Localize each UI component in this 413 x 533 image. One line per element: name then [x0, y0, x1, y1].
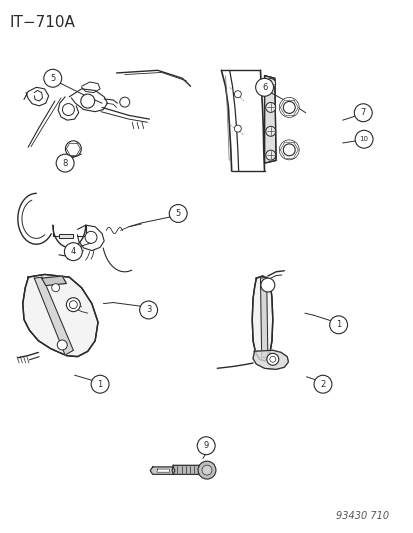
Circle shape — [81, 94, 95, 108]
Circle shape — [44, 69, 62, 87]
Circle shape — [139, 301, 157, 319]
Text: 1: 1 — [335, 320, 340, 329]
Circle shape — [62, 103, 74, 116]
Text: 3: 3 — [145, 305, 151, 314]
Circle shape — [197, 437, 215, 455]
Circle shape — [52, 284, 59, 292]
Circle shape — [66, 298, 80, 312]
Circle shape — [282, 101, 294, 114]
Circle shape — [265, 78, 275, 88]
Polygon shape — [34, 277, 73, 355]
Text: 5: 5 — [175, 209, 180, 218]
Text: 1: 1 — [97, 379, 102, 389]
Circle shape — [354, 104, 371, 122]
Text: 6: 6 — [261, 83, 267, 92]
Text: 2: 2 — [320, 379, 325, 389]
Circle shape — [266, 353, 278, 365]
Polygon shape — [23, 274, 98, 357]
Circle shape — [279, 98, 299, 117]
Circle shape — [265, 150, 275, 160]
Polygon shape — [260, 277, 267, 358]
Text: 93430 710: 93430 710 — [335, 511, 388, 521]
Circle shape — [279, 140, 299, 160]
Polygon shape — [150, 467, 175, 474]
Circle shape — [265, 126, 275, 136]
Polygon shape — [264, 76, 275, 163]
Circle shape — [282, 144, 294, 156]
Circle shape — [56, 154, 74, 172]
Polygon shape — [252, 276, 272, 361]
Text: 8: 8 — [62, 159, 68, 167]
Text: IT−710A: IT−710A — [9, 15, 75, 30]
Text: 4: 4 — [71, 247, 76, 256]
Circle shape — [197, 461, 216, 479]
Circle shape — [234, 91, 241, 98]
Text: 9: 9 — [203, 441, 208, 450]
Polygon shape — [252, 350, 288, 369]
Circle shape — [69, 301, 77, 309]
Polygon shape — [42, 276, 66, 286]
Circle shape — [265, 102, 275, 112]
Circle shape — [354, 130, 372, 148]
Circle shape — [260, 278, 274, 292]
Circle shape — [329, 316, 347, 334]
Text: 5: 5 — [50, 74, 55, 83]
Circle shape — [313, 375, 331, 393]
Polygon shape — [172, 465, 206, 474]
Circle shape — [65, 141, 81, 157]
Circle shape — [269, 356, 275, 362]
Circle shape — [57, 340, 67, 350]
Text: 7: 7 — [360, 108, 365, 117]
Circle shape — [119, 97, 129, 107]
Text: 10: 10 — [359, 136, 368, 142]
Polygon shape — [59, 233, 73, 238]
Circle shape — [64, 243, 82, 261]
Circle shape — [202, 465, 211, 475]
Circle shape — [85, 231, 97, 243]
Circle shape — [234, 125, 241, 132]
Circle shape — [91, 375, 109, 393]
Circle shape — [255, 78, 273, 96]
Circle shape — [169, 205, 187, 222]
Polygon shape — [157, 469, 170, 472]
